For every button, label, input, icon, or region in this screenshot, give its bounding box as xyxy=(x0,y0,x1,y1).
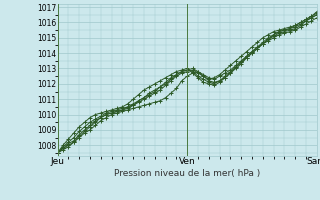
X-axis label: Pression niveau de la mer( hPa ): Pression niveau de la mer( hPa ) xyxy=(114,169,260,178)
